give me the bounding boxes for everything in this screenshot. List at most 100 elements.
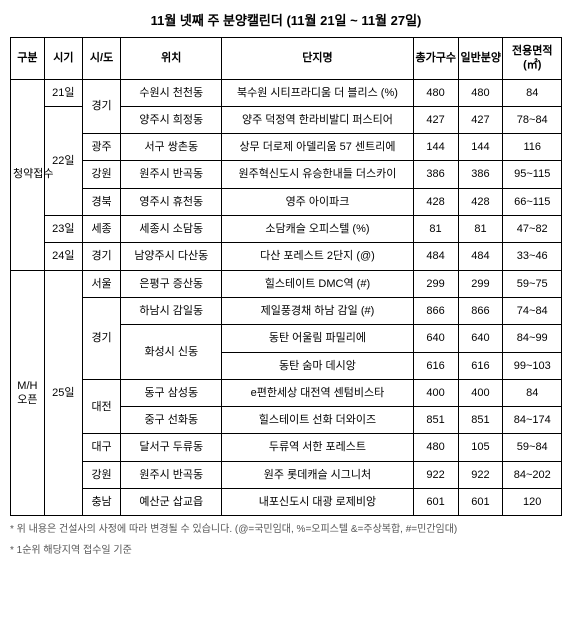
cell-area: 47~82	[503, 216, 562, 243]
header-row: 구분 시기 시/도 위치 단지명 총가구수 일반분양 전용면적(㎡)	[11, 38, 562, 80]
table-row: 대구달서구 두류동두류역 서한 포레스트48010559~84	[11, 434, 562, 461]
cell-area: 33~46	[503, 243, 562, 270]
cell-area: 84~99	[503, 325, 562, 352]
cell-general: 427	[458, 106, 503, 133]
cell-sido: 경북	[82, 188, 120, 215]
cell-total: 851	[413, 407, 458, 434]
cell-complex: 힐스테이트 선화 더와이즈	[222, 407, 413, 434]
cell-total: 640	[413, 325, 458, 352]
cell-general: 480	[458, 79, 503, 106]
cell-sigi: 22일	[44, 106, 82, 215]
cell-total: 81	[413, 216, 458, 243]
cell-complex: e편한세상 대전역 센텀비스타	[222, 379, 413, 406]
table-row: M/H 오픈25일서울은평구 증산동힐스테이트 DMC역 (#)29929959…	[11, 270, 562, 297]
table-row: 경기하남시 감일동제일풍경채 하남 감일 (#)86686674~84	[11, 297, 562, 324]
cell-location: 세종시 소담동	[121, 216, 222, 243]
cell-general: 601	[458, 489, 503, 516]
cell-sido: 경기	[82, 79, 120, 134]
cell-gubun: 청약접수	[11, 79, 45, 270]
cell-complex: 원주 롯데캐슬 시그니처	[222, 461, 413, 488]
cell-location: 원주시 반곡동	[121, 461, 222, 488]
th-area: 전용면적(㎡)	[503, 38, 562, 80]
cell-total: 400	[413, 379, 458, 406]
cell-general: 386	[458, 161, 503, 188]
cell-location: 하남시 감일동	[121, 297, 222, 324]
cell-total: 386	[413, 161, 458, 188]
cell-sigi: 21일	[44, 79, 82, 106]
cell-gubun: M/H 오픈	[11, 270, 45, 516]
th-location: 위치	[121, 38, 222, 80]
cell-area: 78~84	[503, 106, 562, 133]
cell-complex: 힐스테이트 DMC역 (#)	[222, 270, 413, 297]
page-title: 11월 넷째 주 분양캘린더 (11월 21일 ~ 11월 27일)	[10, 10, 562, 29]
cell-location: 동구 삼성동	[121, 379, 222, 406]
cell-area: 95~115	[503, 161, 562, 188]
table-row: 24일경기남양주시 다산동다산 포레스트 2단지 (@)48448433~46	[11, 243, 562, 270]
th-general: 일반분양	[458, 38, 503, 80]
table-row: 청약접수21일경기수원시 천천동북수원 시티프라디움 더 블리스 (%)4804…	[11, 79, 562, 106]
cell-total: 922	[413, 461, 458, 488]
cell-general: 400	[458, 379, 503, 406]
cell-sido: 대구	[82, 434, 120, 461]
cell-general: 299	[458, 270, 503, 297]
footnote-2: * 1순위 해당지역 접수일 기준	[10, 543, 562, 558]
cell-complex: 상무 더로제 아델리움 57 센트리에	[222, 134, 413, 161]
table-row: 경북영주시 휴천동영주 아이파크42842866~115	[11, 188, 562, 215]
th-sido: 시/도	[82, 38, 120, 80]
cell-total: 428	[413, 188, 458, 215]
cell-complex: 양주 덕정역 한라비발디 퍼스티어	[222, 106, 413, 133]
table-row: 대전동구 삼성동e편한세상 대전역 센텀비스타40040084	[11, 379, 562, 406]
cell-total: 144	[413, 134, 458, 161]
cell-location: 은평구 증산동	[121, 270, 222, 297]
cell-complex: 원주혁신도시 유승한내들 더스카이	[222, 161, 413, 188]
cell-complex: 다산 포레스트 2단지 (@)	[222, 243, 413, 270]
th-complex: 단지명	[222, 38, 413, 80]
cell-sido: 경기	[82, 297, 120, 379]
th-sigi: 시기	[44, 38, 82, 80]
cell-total: 484	[413, 243, 458, 270]
cell-area: 66~115	[503, 188, 562, 215]
cell-general: 484	[458, 243, 503, 270]
table-row: 광주서구 쌍촌동상무 더로제 아델리움 57 센트리에144144116	[11, 134, 562, 161]
cell-location: 영주시 휴천동	[121, 188, 222, 215]
cell-area: 99~103	[503, 352, 562, 379]
cell-location: 남양주시 다산동	[121, 243, 222, 270]
cell-location: 수원시 천천동	[121, 79, 222, 106]
cell-location: 서구 쌍촌동	[121, 134, 222, 161]
cell-general: 428	[458, 188, 503, 215]
cell-sido: 강원	[82, 461, 120, 488]
cell-sigi: 24일	[44, 243, 82, 270]
cell-general: 81	[458, 216, 503, 243]
cell-general: 866	[458, 297, 503, 324]
cell-complex: 동탄 어울림 파밀리에	[222, 325, 413, 352]
cell-area: 120	[503, 489, 562, 516]
table-row: 강원원주시 반곡동원주 롯데캐슬 시그니처92292284~202	[11, 461, 562, 488]
cell-sido: 강원	[82, 161, 120, 188]
cell-area: 59~84	[503, 434, 562, 461]
cell-complex: 동탄 숨마 데시앙	[222, 352, 413, 379]
th-gubun: 구분	[11, 38, 45, 80]
cell-area: 116	[503, 134, 562, 161]
table-row: 충남예산군 삽교읍내포신도시 대광 로제비앙601601120	[11, 489, 562, 516]
calendar-table: 구분 시기 시/도 위치 단지명 총가구수 일반분양 전용면적(㎡) 청약접수2…	[10, 37, 562, 516]
cell-general: 616	[458, 352, 503, 379]
cell-complex: 두류역 서한 포레스트	[222, 434, 413, 461]
cell-area: 84~174	[503, 407, 562, 434]
cell-location: 양주시 희정동	[121, 106, 222, 133]
cell-sido: 세종	[82, 216, 120, 243]
cell-general: 105	[458, 434, 503, 461]
cell-total: 299	[413, 270, 458, 297]
cell-general: 640	[458, 325, 503, 352]
table-row: 23일세종세종시 소담동소담캐슬 오피스텔 (%)818147~82	[11, 216, 562, 243]
cell-total: 480	[413, 79, 458, 106]
cell-area: 84	[503, 79, 562, 106]
cell-location: 달서구 두류동	[121, 434, 222, 461]
cell-location: 화성시 신동	[121, 325, 222, 380]
cell-complex: 소담캐슬 오피스텔 (%)	[222, 216, 413, 243]
cell-location: 예산군 삽교읍	[121, 489, 222, 516]
cell-complex: 영주 아이파크	[222, 188, 413, 215]
cell-general: 851	[458, 407, 503, 434]
cell-location: 원주시 반곡동	[121, 161, 222, 188]
cell-sigi: 23일	[44, 216, 82, 243]
cell-total: 616	[413, 352, 458, 379]
